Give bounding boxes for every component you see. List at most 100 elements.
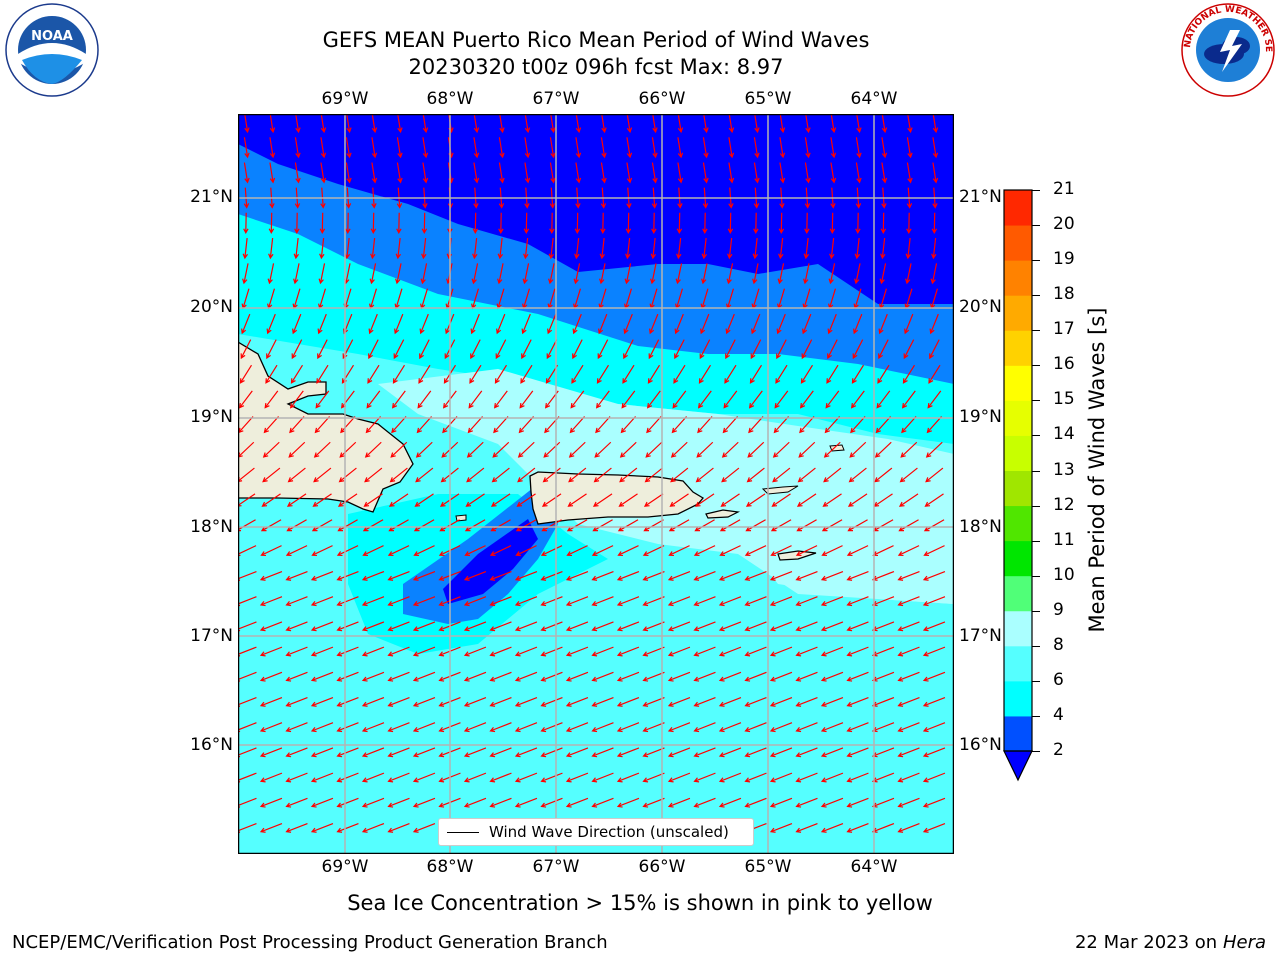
wave-direction-arrow bbox=[803, 237, 810, 260]
wave-direction-arrow bbox=[877, 364, 890, 384]
wave-direction-arrow bbox=[595, 416, 611, 434]
wave-direction-arrow bbox=[728, 162, 735, 184]
wave-direction-arrow bbox=[368, 339, 379, 360]
wave-direction-arrow bbox=[362, 519, 384, 532]
arrow-legend: Wind Wave Direction (unscaled) bbox=[438, 818, 754, 846]
wave-direction-arrow bbox=[574, 212, 581, 235]
wave-direction-arrow bbox=[667, 747, 691, 758]
wave-direction-arrow bbox=[549, 212, 555, 235]
wave-direction-arrow bbox=[795, 545, 818, 557]
wave-direction-arrow bbox=[361, 696, 385, 707]
wave-direction-arrow bbox=[540, 747, 563, 758]
wave-direction-arrow bbox=[497, 263, 504, 285]
wave-direction-arrow bbox=[667, 772, 691, 783]
wave-direction-arrow bbox=[846, 570, 869, 581]
wave-direction-arrow bbox=[313, 441, 331, 458]
wave-direction-arrow bbox=[846, 772, 869, 783]
wave-direction-arrow bbox=[261, 493, 281, 507]
wave-direction-arrow bbox=[616, 646, 640, 657]
wave-direction-arrow bbox=[922, 646, 946, 657]
wave-direction-arrow bbox=[600, 137, 607, 159]
wave-direction-arrow bbox=[387, 797, 410, 808]
wave-direction-arrow bbox=[591, 722, 614, 733]
wave-direction-arrow bbox=[616, 722, 640, 733]
wave-direction-arrow bbox=[387, 722, 410, 733]
wave-direction-arrow bbox=[626, 162, 633, 184]
wave-direction-arrow bbox=[745, 493, 766, 507]
wave-direction-arrow bbox=[498, 162, 505, 184]
wave-direction-arrow bbox=[362, 545, 384, 557]
wave-direction-arrow bbox=[463, 671, 487, 682]
colorbar-tick bbox=[1032, 540, 1040, 542]
wave-direction-arrow bbox=[496, 313, 506, 335]
wave-direction-arrow bbox=[493, 390, 508, 409]
wave-direction-arrow bbox=[642, 621, 665, 632]
wave-direction-arrow bbox=[621, 390, 636, 409]
wave-direction-arrow bbox=[336, 797, 359, 808]
wave-direction-arrow bbox=[619, 467, 638, 483]
wave-direction-arrow bbox=[874, 467, 893, 483]
wave-direction-arrow bbox=[495, 339, 507, 360]
wave-direction-arrow bbox=[336, 570, 359, 581]
wave-direction-arrow bbox=[259, 646, 283, 657]
wave-direction-arrow bbox=[650, 237, 657, 260]
wave-direction-arrow bbox=[905, 263, 912, 285]
wave-direction-arrow bbox=[264, 390, 279, 409]
wave-direction-arrow bbox=[871, 621, 895, 632]
wave-direction-arrow bbox=[549, 137, 556, 159]
wave-direction-arrow bbox=[395, 263, 402, 285]
wave-direction-arrow bbox=[897, 797, 920, 808]
wave-direction-arrow bbox=[846, 696, 869, 707]
wave-direction-arrow bbox=[744, 621, 767, 632]
wave-direction-arrow bbox=[489, 545, 512, 557]
wave-direction-arrow bbox=[570, 390, 585, 409]
wave-direction-arrow bbox=[625, 212, 632, 235]
wave-direction-arrow bbox=[820, 570, 844, 581]
wave-direction-arrow bbox=[899, 467, 918, 483]
wave-direction-arrow bbox=[361, 722, 385, 733]
wave-direction-arrow bbox=[744, 772, 767, 783]
wave-direction-arrow bbox=[718, 621, 742, 632]
colorbar-segment bbox=[1004, 435, 1032, 471]
wave-direction-arrow bbox=[361, 747, 385, 758]
wave-direction-arrow bbox=[395, 237, 402, 260]
wave-direction-arrow bbox=[871, 570, 895, 581]
wave-direction-arrow bbox=[853, 313, 863, 335]
wave-direction-arrow bbox=[881, 162, 888, 184]
wave-direction-arrow bbox=[932, 162, 939, 184]
wave-direction-arrow bbox=[338, 467, 357, 483]
wave-direction-arrow bbox=[310, 822, 334, 833]
colorbar-segment bbox=[1004, 190, 1032, 226]
land-puerto-rico bbox=[529, 471, 704, 525]
wave-direction-arrow bbox=[904, 313, 914, 335]
wave-direction-arrow bbox=[871, 671, 895, 682]
wave-direction-arrow bbox=[722, 416, 738, 434]
wave-direction-arrow bbox=[361, 772, 385, 783]
colorbar-tick-label: 10 bbox=[1053, 564, 1075, 585]
wave-direction-arrow bbox=[413, 519, 435, 532]
lon-label-top: 68°W bbox=[426, 89, 474, 109]
wave-direction-arrow bbox=[922, 722, 946, 733]
wave-direction-arrow bbox=[415, 467, 434, 483]
wave-direction-arrow bbox=[795, 621, 818, 632]
colorbar-segment bbox=[1004, 295, 1032, 331]
wave-direction-arrow bbox=[548, 263, 555, 285]
wave-direction-arrow bbox=[591, 621, 614, 632]
wave-direction-arrow bbox=[265, 364, 278, 384]
wave-direction-arrow bbox=[414, 493, 434, 507]
wave-direction-arrow bbox=[310, 772, 334, 783]
lat-label-right: 16°N bbox=[959, 735, 1002, 755]
wave-direction-arrow bbox=[243, 162, 250, 184]
colorbar-segment bbox=[1004, 680, 1032, 717]
wave-direction-arrow bbox=[469, 364, 482, 384]
wave-direction-arrow bbox=[693, 722, 716, 733]
wave-direction-arrow bbox=[846, 797, 869, 808]
wave-direction-arrow bbox=[591, 545, 614, 557]
wave-direction-arrow bbox=[650, 263, 657, 285]
pale-band-east bbox=[728, 464, 954, 604]
wave-direction-arrow bbox=[268, 212, 275, 235]
wave-direction-arrow bbox=[820, 747, 844, 758]
wave-direction-arrow bbox=[361, 570, 385, 581]
colorbar-tick bbox=[1032, 330, 1040, 332]
colorbar-tick-label: 17 bbox=[1053, 319, 1075, 340]
